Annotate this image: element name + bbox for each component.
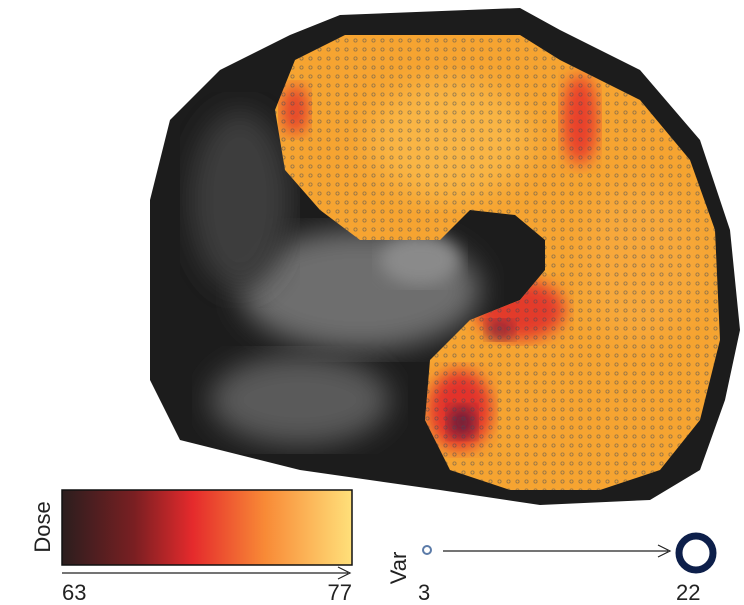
large-circle: [679, 536, 713, 570]
variance-max: 22: [676, 580, 700, 605]
colorbar-max: 77: [328, 580, 352, 605]
variance-label: Var: [386, 552, 411, 585]
figure: Dose 63 77 Var 3 22: [0, 0, 744, 605]
colorbar-label: Dose: [30, 501, 55, 552]
dose-colorbar: Dose 63 77: [30, 490, 352, 605]
variance-min: 3: [418, 580, 430, 605]
variance-legend: Var 3 22: [386, 536, 713, 605]
small-circle: [423, 546, 431, 554]
colorbar-min: 63: [62, 580, 86, 605]
colorbar: [62, 490, 352, 565]
page: Dose 63 77 Var 3 22 (() => { const data …: [0, 0, 744, 605]
dose-map: [150, 8, 740, 510]
